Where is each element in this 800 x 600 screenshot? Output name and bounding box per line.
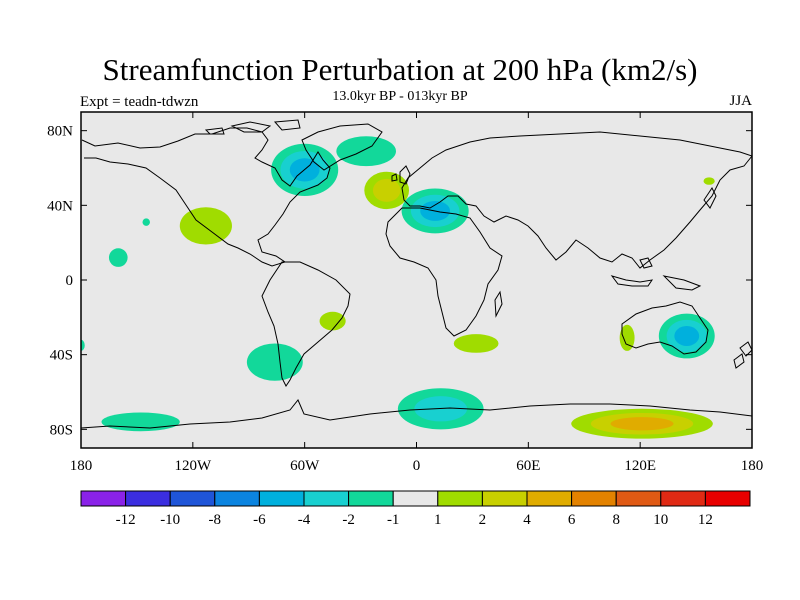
contour-level--1 [81, 339, 85, 351]
contour-level--4 [674, 326, 700, 346]
japan-islands [703, 187, 717, 209]
lat-tick-label: 80S [50, 422, 73, 438]
season-label: JJA [729, 93, 752, 109]
colorbar-level-label: 2 [479, 512, 487, 528]
contour-patch-antarctic-high [571, 408, 713, 439]
contour-level-1 [703, 177, 715, 185]
colorbar-swatch [80, 490, 127, 507]
colorbar-swatch [348, 490, 394, 507]
plot-title: Streamfunction Perturbation at 200 hPa (… [102, 52, 698, 87]
lon-tick-label: 0 [413, 458, 421, 474]
contour-level-1 [319, 311, 346, 331]
colorbar-swatch [571, 490, 617, 507]
colorbar-swatch [704, 490, 751, 507]
africa-coastline [385, 207, 503, 337]
colorbar-swatch [392, 490, 439, 507]
contour-level-1 [179, 207, 232, 245]
contour-level--1 [101, 412, 180, 432]
colorbar-level-label: 4 [523, 512, 531, 528]
colorbar-level-label: -8 [209, 512, 222, 528]
colorbar-swatch [303, 490, 350, 507]
contour-patch-australia-east-low [658, 313, 715, 359]
contour-patch-hawaii-low [108, 248, 128, 267]
contour-patch-south-pacific-low [101, 412, 180, 432]
colorbar-level-label: -1 [387, 512, 400, 528]
north-america-coastline [81, 127, 331, 267]
lat-tick-label: 80N [47, 124, 73, 140]
colorbar-swatch [660, 490, 706, 507]
plot-subtitle: 13.0kyr BP - 013kyr BP [332, 89, 468, 104]
colorbar-level-label: -2 [342, 512, 355, 528]
contour-level-1 [453, 334, 499, 353]
lat-tick-label: 40N [47, 198, 73, 214]
arctic-islands [204, 119, 301, 135]
lon-tick-label: 60E [516, 458, 540, 474]
contour-patch-north-atlantic-high [364, 171, 410, 210]
contour-patch-south-pacific-edge-low [81, 339, 85, 351]
contour-level--1 [142, 218, 150, 226]
colorbar-swatch [214, 490, 260, 507]
contour-patch-south-america-low [246, 343, 303, 381]
colorbar: -12 -10 -8 -6 -4 -2 -1 1 2 4 6 8 10 12 [80, 490, 751, 528]
colorbar-level-label: 10 [653, 512, 668, 528]
contour-patch-south-atlantic-high [319, 311, 346, 331]
colorbar-level-label: 8 [612, 512, 620, 528]
contour-patch-scandinavia-low [336, 136, 396, 167]
colorbar-level-label: 6 [568, 512, 576, 528]
colorbar-level-label: -4 [298, 512, 311, 528]
colorbar-level-label: -6 [253, 512, 266, 528]
contour-level-1 [619, 324, 635, 351]
experiment-label: Expt = teadn-tdwzn [80, 94, 199, 110]
contour-level--1 [336, 136, 396, 167]
coastlines [81, 119, 752, 429]
colorbar-level-label: -10 [160, 512, 180, 528]
colorbar-swatch [437, 490, 483, 507]
contour-patch-alaska-low [703, 177, 715, 185]
lon-tick-label: 120W [174, 458, 212, 474]
contour-patch-central-pacific-low [142, 218, 150, 226]
colorbar-level-label: 12 [698, 512, 713, 528]
colorbar-level-label: -12 [116, 512, 136, 528]
colorbar-swatch [526, 490, 573, 507]
australia-coastline [621, 301, 709, 355]
new-zealand-coastline [733, 341, 752, 369]
colorbar-level-label: 1 [434, 512, 442, 528]
contour-level--1 [246, 343, 303, 381]
lat-tick-label: 40S [50, 348, 73, 364]
indonesia-islands [610, 257, 702, 291]
lon-tick-label: 180 [741, 458, 764, 474]
british-isles-coastline [391, 165, 411, 185]
lat-tick-label: 0 [66, 273, 74, 289]
contour-patch-east-pacific-high [179, 207, 232, 245]
lon-tick-label: 120E [624, 458, 656, 474]
colorbar-swatch [258, 490, 305, 507]
colorbar-swatch [125, 490, 171, 507]
eurasia-coastline [401, 131, 752, 269]
colorbar-swatch [169, 490, 216, 507]
contour-level-2 [372, 178, 401, 202]
contour-level--1 [108, 248, 128, 267]
lon-tick-label: 180 [70, 458, 93, 474]
contour-patch-south-africa-high [453, 334, 499, 353]
contour-level-4 [610, 417, 674, 431]
lon-tick-label: 60W [290, 458, 320, 474]
greenland-coastline [301, 123, 383, 171]
map-axes: 180 120W 60W 0 60E 120E 180 80N 40N 0 40S 80S [47, 112, 763, 474]
contour-patch-australia-west-high [619, 324, 635, 351]
antarctica-coastline [81, 399, 752, 429]
south-america-coastline [261, 261, 351, 387]
madagascar-coastline [494, 290, 503, 318]
colorbar-swatch [615, 490, 662, 507]
colorbar-swatch [481, 490, 528, 507]
